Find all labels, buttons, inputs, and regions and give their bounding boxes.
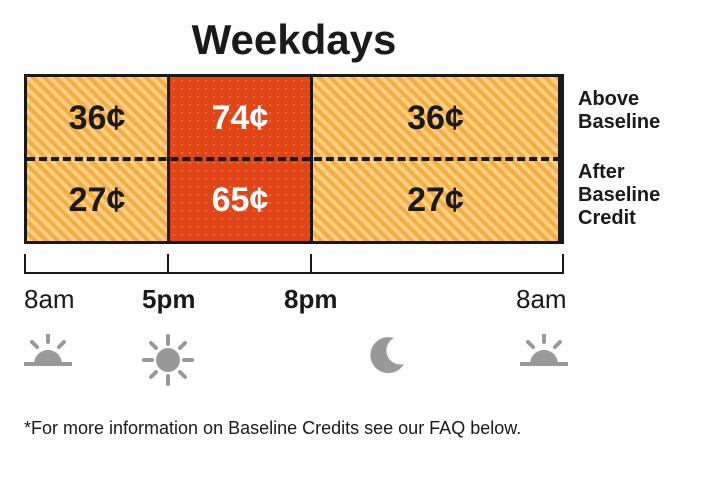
pricing-grid: 36¢ 27¢ 74¢ 65¢ 36¢ 27¢: [24, 74, 564, 244]
chart-title: Weekdays: [24, 16, 564, 64]
cell-after: 27¢: [313, 159, 558, 241]
time-label: 8pm: [284, 284, 337, 315]
cell-above: 74¢: [170, 77, 310, 159]
time-label: 8am: [516, 284, 567, 315]
tick: [167, 254, 169, 274]
time-column-morning: 36¢ 27¢: [27, 77, 170, 241]
time-icons: [24, 334, 564, 394]
time-label: 5pm: [142, 284, 195, 315]
cell-above: 36¢: [313, 77, 558, 159]
chart-wrap: 36¢ 27¢ 74¢ 65¢ 36¢ 27¢ AboveBaseline Af…: [24, 74, 704, 244]
bracket-hline: [24, 272, 564, 274]
cell-after: 27¢: [27, 159, 167, 241]
row-label-above: AboveBaseline: [578, 88, 660, 134]
tick: [562, 254, 564, 274]
footnote: *For more information on Baseline Credit…: [24, 418, 704, 439]
time-column-night: 36¢ 27¢: [313, 77, 561, 241]
cell-above: 36¢: [27, 77, 167, 159]
tick: [24, 254, 26, 274]
time-column-peak: 74¢ 65¢: [170, 77, 313, 241]
row-label-after: AfterBaselineCredit: [578, 161, 660, 230]
sunrise-icon: [24, 334, 72, 379]
tick: [310, 254, 312, 274]
time-bracket: [24, 254, 564, 282]
row-labels: AboveBaseline AfterBaselineCredit: [578, 74, 660, 244]
sunrise-icon: [520, 334, 568, 379]
time-label: 8am: [24, 284, 75, 315]
time-labels: 8am 5pm 8pm 8am: [24, 284, 564, 320]
sun-icon: [142, 334, 194, 391]
cell-after: 65¢: [170, 159, 310, 241]
moon-icon: [364, 334, 408, 383]
